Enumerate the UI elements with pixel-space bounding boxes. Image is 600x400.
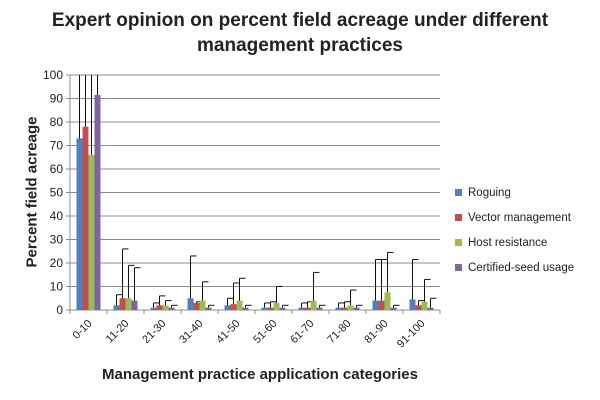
y-tick-label: 80	[50, 115, 64, 129]
bar	[119, 298, 126, 310]
bar	[199, 300, 206, 310]
x-tick-label: 91-100	[395, 318, 428, 351]
bar	[372, 300, 379, 310]
chart-title-line1: Expert opinion on percent field acreage …	[51, 10, 549, 31]
y-tick-label: 30	[50, 233, 64, 247]
y-tick-label: 70	[50, 139, 64, 153]
y-tick-label: 20	[50, 256, 64, 270]
bar	[409, 299, 416, 310]
legend-label: Certified-seed usage	[468, 261, 575, 274]
bar	[421, 301, 428, 310]
bar	[347, 305, 354, 310]
y-tick-label: 90	[50, 92, 64, 106]
bar	[168, 307, 175, 310]
y-tick-label: 40	[50, 209, 64, 223]
legend-swatch	[455, 214, 462, 221]
y-tick-label: 0	[56, 303, 63, 317]
x-axis-label: Management practice application categori…	[102, 366, 418, 383]
x-tick-label: 21-30	[140, 318, 168, 346]
x-tick-label: 61-70	[288, 318, 316, 346]
bar	[76, 138, 83, 310]
bar	[205, 307, 212, 310]
legend-label: Roguing	[468, 186, 511, 199]
bar	[88, 154, 95, 310]
bar	[273, 302, 280, 310]
x-tick-label: 31-40	[177, 318, 205, 346]
bar	[242, 307, 249, 310]
x-tick-label: 41-50	[214, 318, 242, 346]
chart-title-line2: management practices	[197, 35, 403, 56]
bar	[162, 305, 169, 310]
x-tick-label: 71-80	[325, 318, 353, 346]
legend-item: Roguing	[455, 180, 574, 205]
legend-label: Host resistance	[468, 236, 548, 249]
bar	[298, 307, 305, 310]
x-tick-label: 81-90	[362, 318, 390, 346]
bar	[150, 307, 157, 310]
bar	[261, 307, 268, 310]
bar	[113, 305, 120, 310]
bar	[384, 292, 391, 310]
bar	[236, 300, 243, 310]
bar	[94, 94, 101, 310]
bar	[427, 307, 434, 310]
chart-title: Expert opinion on percent field acreage …	[40, 8, 560, 58]
x-tick-label: 0-10	[71, 318, 95, 342]
legend-item: Host resistance	[455, 230, 574, 255]
x-tick-label: 11-20	[104, 318, 132, 346]
bar	[353, 307, 360, 310]
bar	[82, 126, 89, 310]
bar	[341, 307, 348, 310]
y-tick-label: 60	[50, 162, 64, 176]
legend: Roguing Vector management Host resistance C…	[455, 180, 574, 280]
bar	[415, 305, 422, 310]
bar	[224, 305, 231, 310]
legend-swatch	[455, 189, 462, 196]
bar	[304, 307, 311, 310]
bar	[378, 300, 385, 310]
bar	[131, 300, 138, 310]
bar	[335, 307, 342, 310]
y-axis-label: Percent field acreage	[23, 116, 41, 268]
bar	[156, 305, 163, 310]
bar	[267, 307, 274, 310]
legend-label: Vector management	[468, 211, 571, 224]
x-tick-label: 51-60	[251, 318, 279, 346]
bar	[187, 298, 194, 310]
legend-swatch	[455, 239, 462, 246]
y-tick-label: 10	[50, 280, 64, 294]
y-tick-label: 100	[43, 68, 63, 82]
bar	[125, 298, 132, 310]
bar	[316, 307, 323, 310]
bar	[390, 307, 397, 310]
y-tick-label: 50	[50, 186, 64, 200]
legend-item: Certified-seed usage	[455, 255, 574, 280]
bar	[230, 304, 237, 310]
legend-item: Vector management	[455, 205, 574, 230]
bar	[193, 302, 200, 310]
bar	[279, 307, 286, 310]
legend-swatch	[455, 264, 462, 271]
bar	[310, 300, 317, 310]
